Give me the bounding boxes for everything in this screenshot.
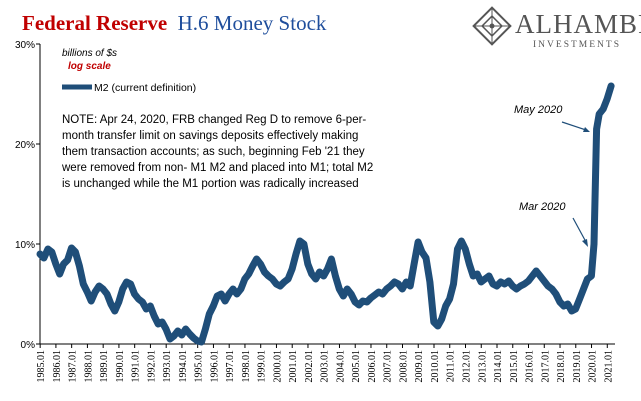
annotation-may-2020-arrowhead — [583, 127, 590, 132]
logo-name: ALHAMBRA — [515, 9, 641, 39]
x-tick-label: 1987.01 — [68, 350, 79, 383]
x-tick-label: 1988.01 — [83, 350, 94, 383]
x-tick-label: 1994.01 — [178, 350, 189, 383]
x-tick-label: 2010.01 — [430, 350, 441, 383]
x-tick-label: 2009.01 — [414, 350, 425, 383]
annotation-may-2020-label: May 2020 — [514, 104, 563, 116]
x-tick-label: 1995.01 — [194, 350, 205, 383]
x-tick-label: 2000.01 — [272, 350, 283, 383]
x-tick-label: 2005.01 — [351, 350, 362, 383]
x-tick-label: 2012.01 — [462, 350, 473, 383]
note-line-4: were removed from non- M1 M2 and placed … — [61, 162, 373, 174]
y-tick-label: 30% — [15, 40, 35, 51]
alhambra-logo: ALHAMBRA INVESTMENTS — [472, 6, 641, 50]
x-tick-label: 2020.01 — [588, 350, 599, 383]
x-tick-label: 2011.01 — [446, 350, 457, 382]
x-tick-label: 2013.01 — [477, 350, 488, 383]
x-tick-label: 1999.01 — [257, 350, 268, 383]
legend: M2 (current definition) — [62, 82, 196, 94]
chart-title: Federal Reserve H.6 Money Stock — [22, 11, 327, 35]
x-tick-label: 2014.01 — [493, 350, 504, 383]
note-line-5: is unchanged while the M1 portion was ra… — [62, 178, 359, 190]
x-tick-label: 1992.01 — [146, 350, 157, 383]
x-tick-label: 1986.01 — [52, 350, 63, 383]
note-line-2: month transfer limit on savings deposits… — [62, 130, 358, 142]
x-tick-label: 2017.01 — [540, 350, 551, 383]
x-tick-label: 2015.01 — [509, 350, 520, 383]
annotation-mar-2020-label: Mar 2020 — [519, 201, 566, 213]
x-tick-label: 1993.01 — [162, 350, 173, 383]
x-tick-label: 2008.01 — [398, 350, 409, 383]
x-tick-label: 2006.01 — [367, 350, 378, 383]
x-ticks: 1985.01 1986.01 1987.01 1988.01 1989.01 1990.… — [36, 344, 614, 383]
x-tick-label: 1989.01 — [99, 350, 110, 383]
legend-label: M2 (current definition) — [94, 82, 196, 94]
x-tick-label: 2007.01 — [383, 350, 394, 383]
x-tick-label: 2001.01 — [288, 350, 299, 383]
note-line-3: them transaction accounts; as such, begi… — [62, 146, 365, 158]
annotation-mar-2020: Mar 2020 — [519, 201, 588, 247]
unit-label: billions of $s — [62, 48, 117, 59]
y-tick-label: 0% — [21, 340, 36, 351]
x-tick-label: 2002.01 — [304, 350, 315, 383]
x-tick-label: 1991.01 — [131, 350, 142, 383]
series-line-m2 — [36, 82, 615, 346]
title-part-federal-reserve: Federal Reserve — [22, 11, 167, 35]
alhambra-diamond-logo-icon — [472, 6, 512, 46]
logo-subtitle: INVESTMENTS — [533, 40, 621, 50]
note-block: NOTE: Apr 24, 2020, FRB changed Reg D to… — [61, 114, 373, 190]
x-tick-label: 2003.01 — [320, 350, 331, 383]
annotation-mar-2020-arrowhead — [582, 239, 588, 247]
y-ticks: 0% 10% 20% 30% — [15, 40, 40, 351]
x-tick-label: 2016.01 — [525, 350, 536, 383]
scale-label: log scale — [68, 61, 111, 72]
annotation-mar-2020-arrow — [572, 217, 587, 243]
y-tick-label: 10% — [15, 240, 35, 251]
annotation-may-2020-arrow — [561, 121, 587, 131]
x-tick-label: 2021.01 — [603, 350, 614, 383]
x-tick-label: 2018.01 — [556, 350, 567, 383]
x-tick-label: 1997.01 — [225, 350, 236, 383]
annotation-may-2020: May 2020 — [514, 104, 590, 132]
x-tick-label: 2004.01 — [335, 350, 346, 383]
note-line-1: NOTE: Apr 24, 2020, FRB changed Reg D to… — [62, 114, 366, 126]
title-part-h6-money-stock: H.6 Money Stock — [178, 11, 327, 35]
y-tick-label: 20% — [15, 140, 35, 151]
x-tick-label: 1990.01 — [115, 350, 126, 383]
x-tick-label: 1998.01 — [241, 350, 252, 383]
x-tick-label: 1985.01 — [36, 350, 47, 383]
x-tick-label: 2019.01 — [572, 350, 583, 383]
x-tick-label: 1996.01 — [209, 350, 220, 383]
